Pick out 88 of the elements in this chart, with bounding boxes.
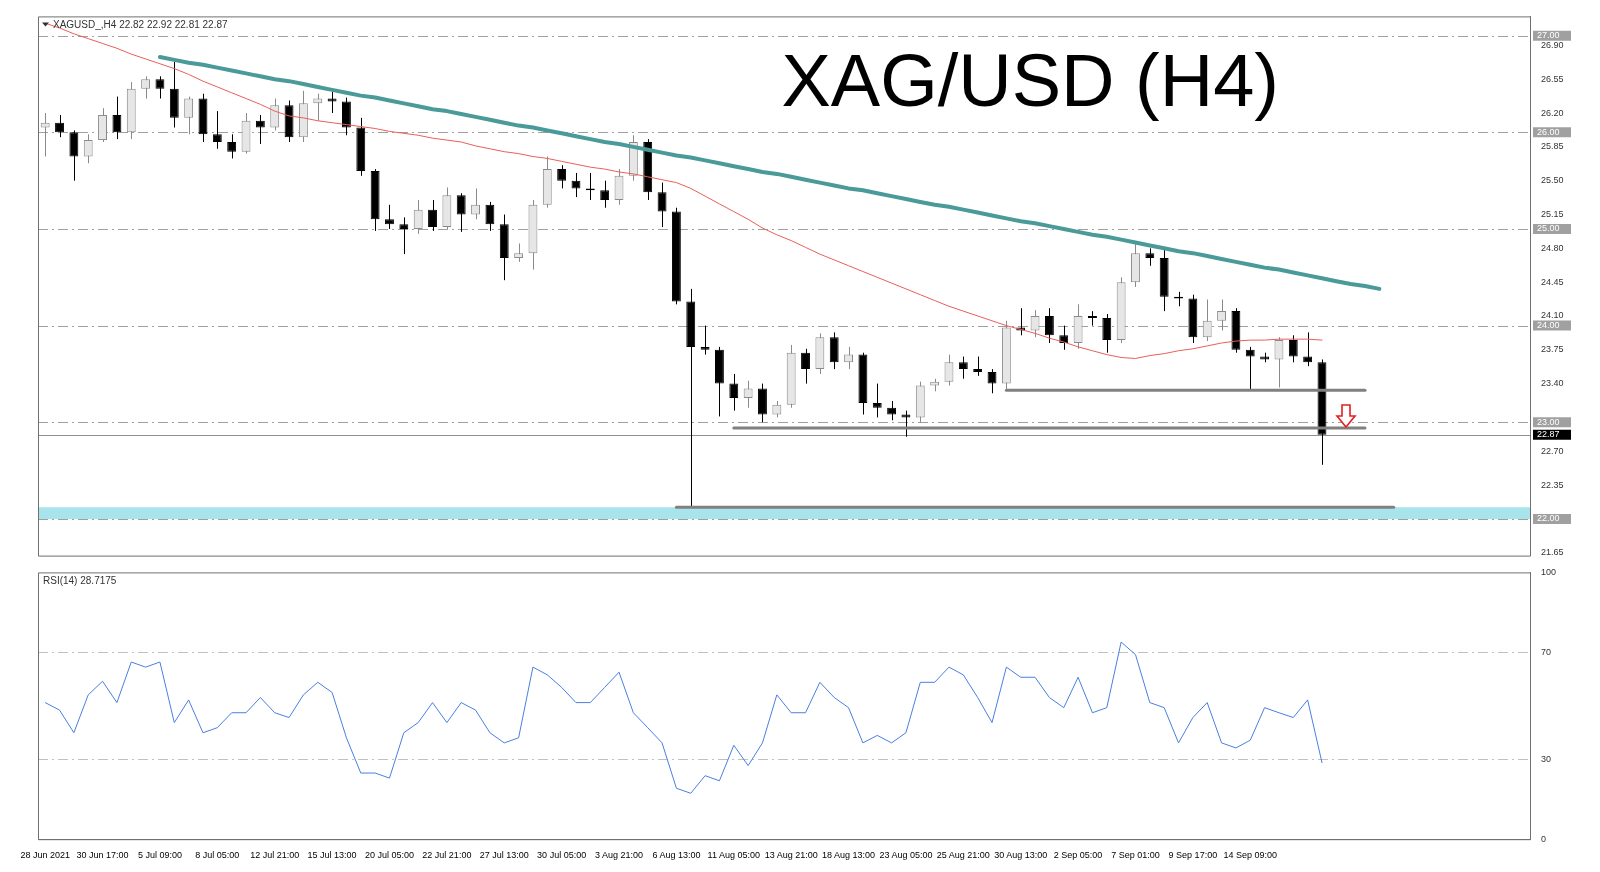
x-tick-label: 5 Jul 09:00 <box>137 850 182 861</box>
x-tick-label: 20 Jul 05:00 <box>364 850 414 861</box>
candlestick <box>801 348 810 385</box>
y-tick-label: 30 <box>1541 753 1552 764</box>
y-tick-label: 26.55 <box>1541 73 1564 84</box>
candlestick <box>958 356 968 380</box>
candlestick <box>657 182 667 228</box>
candlestick <box>212 110 222 150</box>
candlestick <box>456 192 466 233</box>
candlestick <box>399 216 409 255</box>
x-tick-label: 7 Sep 01:00 <box>1111 850 1160 861</box>
x-tick-label: 23 Aug 05:00 <box>879 850 933 861</box>
y-tick-label: 22.35 <box>1541 479 1564 490</box>
ref-line-label: 22.00 <box>1537 513 1560 524</box>
x-tick-label: 3 Aug 21:00 <box>595 850 644 861</box>
candlestick <box>944 354 954 387</box>
candlestick <box>471 187 481 220</box>
y-tick-label: 70 <box>1541 646 1552 657</box>
x-tick-label: 22 Jul 21:00 <box>422 850 472 861</box>
y-tick-label: 25.85 <box>1541 141 1564 152</box>
candlestick <box>83 133 93 164</box>
y-tick-label: 24.10 <box>1541 310 1564 321</box>
ref-line-label: 23.00 <box>1537 416 1560 427</box>
x-tick-label: 30 Jul 05:00 <box>537 850 587 861</box>
candlestick <box>385 204 394 230</box>
candlestick <box>98 107 108 143</box>
ref-line-label: 24.00 <box>1537 320 1560 331</box>
candlestick <box>428 199 437 232</box>
x-tick-label: 30 Aug 13:00 <box>994 850 1048 861</box>
candlestick <box>485 201 495 232</box>
x-tick-label: 13 Aug 21:00 <box>764 850 818 861</box>
x-tick-label: 6 Aug 13:00 <box>652 850 701 861</box>
candlestick <box>40 112 50 158</box>
x-tick-label: 27 Jul 13:00 <box>479 850 529 861</box>
candlestick <box>887 400 897 421</box>
candlestick <box>1087 310 1097 327</box>
x-tick-label: 14 Sep 09:00 <box>1223 850 1278 861</box>
candlestick <box>1288 334 1298 363</box>
y-tick-label: 0 <box>1541 833 1547 844</box>
x-tick-label: 15 Jul 13:00 <box>307 850 357 861</box>
x-tick-label: 25 Aug 21:00 <box>936 850 990 861</box>
ref-line-label: 25.00 <box>1537 223 1560 234</box>
candlestick <box>1274 336 1284 388</box>
y-tick-label: 25.50 <box>1541 175 1564 186</box>
y-tick-label: 26.90 <box>1541 39 1564 50</box>
y-tick-label: 26.20 <box>1541 107 1564 118</box>
candlestick <box>1102 313 1112 354</box>
y-tick-label: 24.45 <box>1541 276 1564 287</box>
candlestick <box>1202 299 1212 342</box>
candlestick <box>729 373 739 412</box>
y-tick-label: 22.70 <box>1541 445 1564 456</box>
y-tick-label: 25.15 <box>1541 208 1564 219</box>
candlestick <box>1044 307 1054 344</box>
candlestick <box>987 368 997 394</box>
x-tick-label: 28 Jun 2021 <box>20 850 70 861</box>
candlestick <box>184 96 194 135</box>
ref-line-label: 27.00 <box>1537 30 1560 41</box>
chart-subtitle: XAGUSD_,H4 22.82 22.92 22.81 22.87 <box>53 19 228 31</box>
x-tick-label: 30 Jun 17:00 <box>76 850 129 861</box>
candlestick <box>413 199 423 235</box>
candlestick <box>973 356 983 377</box>
x-tick-label: 11 Aug 05:00 <box>707 850 760 861</box>
candlestick <box>69 129 79 182</box>
x-tick-label: 12 Jul 21:00 <box>250 850 300 861</box>
y-tick-label: 24.80 <box>1541 242 1564 253</box>
chart-title: RSI(14) 28.7175 <box>43 575 117 587</box>
candlestick <box>872 383 882 418</box>
ref-line-label: 26.00 <box>1537 126 1560 137</box>
chart-title: XAG/USD (H4) <box>781 39 1279 123</box>
y-tick-label: 23.75 <box>1541 344 1564 355</box>
ref-line-label: 22.87 <box>1537 429 1560 440</box>
candlestick <box>514 242 524 263</box>
candlestick <box>155 75 165 100</box>
candlestick <box>112 96 122 140</box>
candlestick <box>700 325 710 356</box>
candlestick <box>1030 309 1040 338</box>
x-tick-label: 18 Aug 13:00 <box>822 850 876 861</box>
candlestick <box>270 98 280 131</box>
candlestick <box>829 331 839 370</box>
candlestick <box>255 114 265 145</box>
x-tick-label: 8 Jul 05:00 <box>195 850 240 861</box>
x-tick-label: 9 Sep 17:00 <box>1168 850 1218 861</box>
candlestick <box>743 380 753 409</box>
candlestick <box>1245 346 1255 391</box>
x-tick-label: 2 Sep 05:00 <box>1053 850 1103 861</box>
y-tick-label: 100 <box>1541 566 1557 577</box>
y-tick-label: 21.65 <box>1541 547 1564 558</box>
y-tick-label: 23.40 <box>1541 378 1564 389</box>
